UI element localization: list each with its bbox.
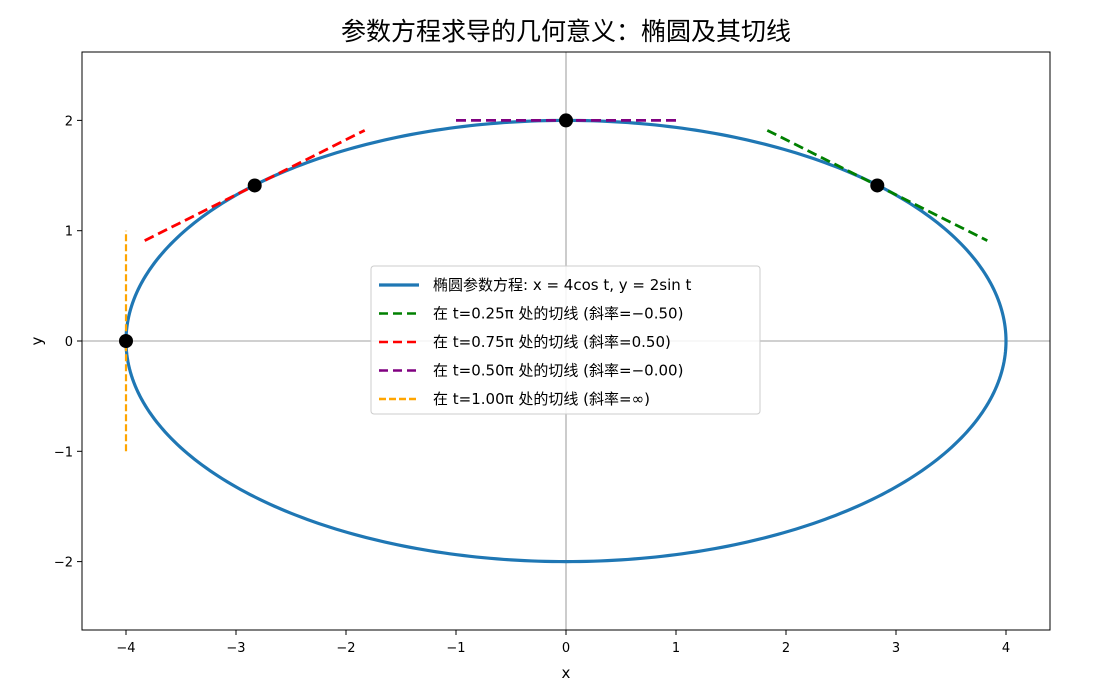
- x-tick-label: 4: [1002, 641, 1010, 656]
- chart-title: 参数方程求导的几何意义：椭圆及其切线: [341, 17, 791, 46]
- x-tick-label: 1: [672, 641, 680, 656]
- legend-label-1: 椭圆参数方程: x = 4cos t, y = 2sin t: [433, 276, 692, 294]
- legend-label-5: 在 t=1.00π 处的切线 (斜率=∞): [433, 390, 650, 408]
- x-axis-label: x: [562, 664, 571, 682]
- x-tick-label: −4: [116, 641, 135, 656]
- y-tick-label: 0: [65, 335, 73, 350]
- y-tick-label: 2: [65, 114, 73, 129]
- legend: 椭圆参数方程: x = 4cos t, y = 2sin t 在 t=0.25π …: [370, 265, 761, 415]
- y-tick-label: −2: [54, 556, 73, 571]
- plot-area: [119, 113, 1008, 564]
- y-axis-label: y: [28, 336, 46, 345]
- legend-label-2: 在 t=0.25π 处的切线 (斜率=−0.50): [433, 305, 683, 323]
- tangent-point-3: [559, 113, 573, 128]
- y-tick-label: 1: [65, 225, 73, 240]
- x-tick-label: −1: [446, 641, 465, 656]
- plot-frame: [81, 51, 1051, 631]
- y-tick-label: −1: [54, 445, 73, 460]
- x-tick-label: −3: [226, 641, 245, 656]
- x-tick-label: 2: [782, 641, 790, 656]
- x-tick-label: −2: [336, 641, 355, 656]
- tangent-point-2: [247, 178, 262, 193]
- legend-label-4: 在 t=0.50π 处的切线 (斜率=−0.00): [433, 362, 683, 380]
- legend-label-3: 在 t=0.75π 处的切线 (斜率=0.50): [433, 333, 671, 351]
- x-tick-label: 3: [892, 641, 900, 656]
- legend-box: [370, 265, 761, 415]
- tangent-point-1: [870, 178, 885, 193]
- tangent-point-4: [119, 334, 133, 348]
- x-tick-label: 0: [562, 641, 570, 656]
